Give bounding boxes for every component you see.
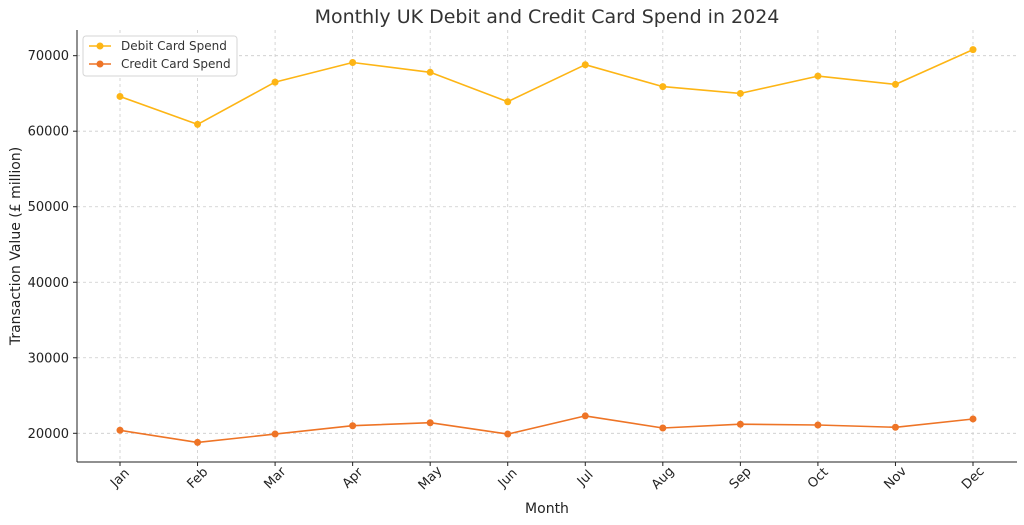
data-point — [426, 68, 434, 76]
y-ticks: 20000 30000 40000 50000 60000 70000 — [28, 49, 77, 442]
legend-label-credit: Credit Card Spend — [121, 57, 231, 71]
axes — [76, 30, 1017, 463]
x-tick-label: Dec — [959, 464, 987, 492]
x-tick-label: Jan — [107, 466, 132, 491]
grid — [77, 30, 1017, 462]
x-tick-label: Jun — [495, 466, 521, 492]
data-point — [504, 430, 512, 438]
x-tick-label: Aug — [649, 464, 678, 493]
legend-marker-debit — [96, 42, 104, 50]
x-axis-label: Month — [525, 501, 569, 517]
x-tick-label: Mar — [261, 464, 289, 492]
data-point — [504, 98, 512, 106]
y-tick-label: 40000 — [28, 276, 69, 291]
data-point — [426, 419, 434, 427]
legend: Debit Card Spend Credit Card Spend — [82, 35, 238, 77]
x-tick-label: May — [416, 463, 446, 493]
data-point — [969, 415, 977, 423]
data-point — [271, 430, 279, 438]
series-line-1 — [119, 415, 974, 444]
data-point — [271, 78, 279, 86]
data-point — [116, 426, 124, 434]
y-axis-label: Transaction Value (£ million) — [8, 147, 24, 346]
data-point — [659, 424, 667, 432]
x-ticks: Jan Feb Mar Apr May Jun Jul Aug Sep Oct Nov Dec — [107, 462, 988, 493]
data-point — [349, 422, 357, 430]
y-tick-label: 60000 — [28, 125, 69, 140]
data-point — [659, 83, 667, 91]
data-point — [581, 412, 589, 420]
data-point — [814, 421, 822, 429]
data-point — [736, 420, 744, 428]
x-tick-label: Sep — [727, 464, 755, 492]
data-point — [194, 438, 202, 446]
x-tick-label: Oct — [805, 465, 832, 492]
series — [116, 46, 977, 446]
chart-title: Monthly UK Debit and Credit Card Spend i… — [315, 6, 780, 28]
x-tick-label: Feb — [184, 465, 211, 492]
data-point — [891, 423, 899, 431]
x-tick-label: Apr — [340, 465, 367, 492]
data-point — [116, 92, 124, 100]
legend-box — [82, 35, 238, 77]
data-point — [736, 89, 744, 97]
y-tick-label: 20000 — [28, 427, 69, 442]
series-line-0 — [119, 48, 974, 126]
y-tick-label: 50000 — [28, 200, 69, 215]
legend-marker-credit — [96, 60, 104, 68]
y-tick-label: 30000 — [28, 351, 69, 366]
data-point — [349, 58, 357, 66]
data-point — [891, 80, 899, 88]
x-tick-label: Nov — [882, 464, 911, 493]
data-point — [194, 120, 202, 128]
data-point — [969, 46, 977, 54]
data-point — [581, 61, 589, 69]
data-point — [814, 72, 822, 80]
x-tick-label: Jul — [574, 468, 596, 490]
y-tick-label: 70000 — [28, 49, 69, 64]
legend-label-debit: Debit Card Spend — [121, 39, 227, 53]
